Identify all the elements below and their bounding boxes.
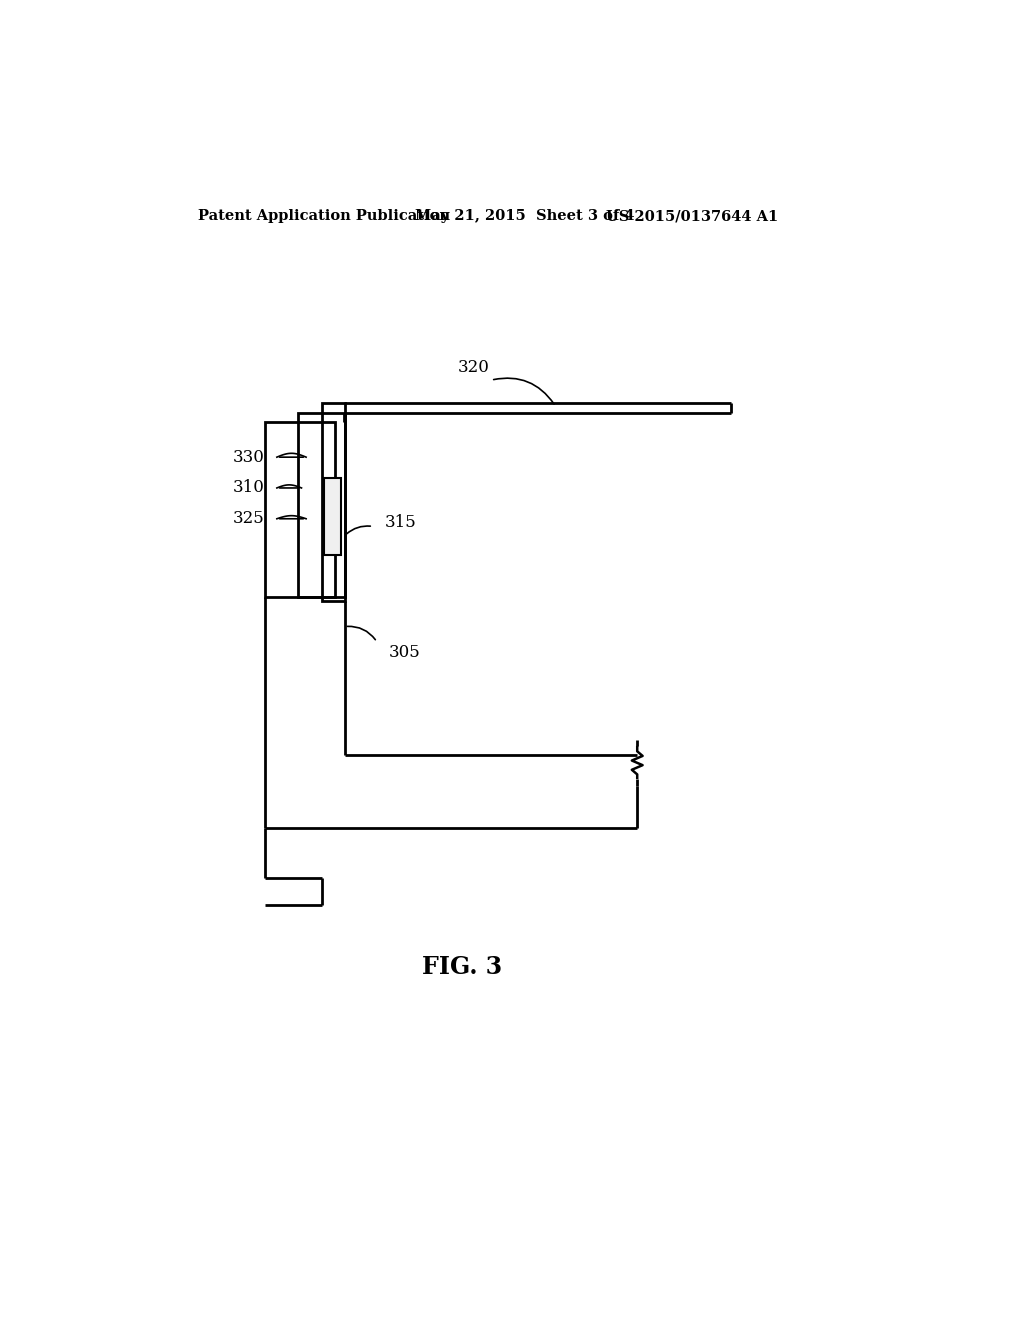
Bar <box>298 413 345 598</box>
Text: 320: 320 <box>458 359 489 376</box>
Text: Patent Application Publication: Patent Application Publication <box>199 209 451 223</box>
Text: US 2015/0137644 A1: US 2015/0137644 A1 <box>606 209 778 223</box>
Text: 325: 325 <box>232 511 264 527</box>
Text: 310: 310 <box>232 479 264 496</box>
Text: 315: 315 <box>385 513 417 531</box>
Bar <box>265 422 335 598</box>
Text: 305: 305 <box>388 644 420 661</box>
Bar <box>322 404 345 601</box>
Text: May 21, 2015  Sheet 3 of 4: May 21, 2015 Sheet 3 of 4 <box>416 209 635 223</box>
Text: 330: 330 <box>232 449 264 466</box>
Bar <box>324 478 341 554</box>
Text: FIG. 3: FIG. 3 <box>422 954 502 979</box>
